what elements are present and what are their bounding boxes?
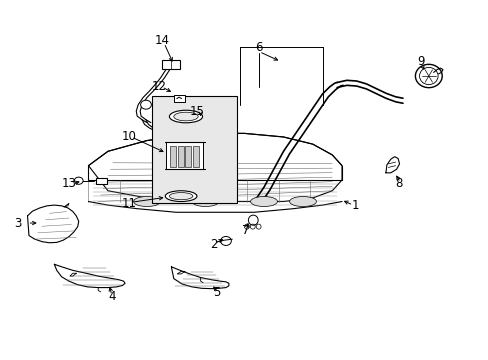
Bar (185, 145, 191, 167)
Bar (177, 145, 183, 167)
Ellipse shape (173, 112, 198, 121)
Bar (152, 96, 237, 203)
Text: 14: 14 (154, 33, 169, 47)
Ellipse shape (192, 197, 219, 207)
Ellipse shape (141, 100, 151, 109)
Text: 10: 10 (122, 130, 136, 144)
Text: 12: 12 (152, 80, 166, 93)
Text: 4: 4 (108, 290, 115, 303)
Ellipse shape (220, 237, 231, 246)
Text: 9: 9 (417, 55, 424, 68)
Ellipse shape (74, 177, 83, 184)
Bar (96, 178, 106, 184)
Text: 5: 5 (212, 287, 220, 300)
Text: 13: 13 (61, 177, 76, 190)
Bar (169, 145, 175, 167)
Text: 1: 1 (351, 199, 359, 212)
Bar (193, 145, 199, 167)
Ellipse shape (289, 197, 316, 207)
Text: 8: 8 (395, 177, 402, 190)
Ellipse shape (133, 197, 160, 207)
Ellipse shape (169, 110, 202, 123)
Bar (173, 95, 184, 102)
Ellipse shape (419, 67, 437, 85)
Text: 6: 6 (255, 41, 263, 54)
Ellipse shape (415, 64, 441, 87)
Text: 2: 2 (210, 238, 218, 251)
Text: 3: 3 (14, 216, 21, 230)
Text: 15: 15 (189, 105, 204, 118)
Ellipse shape (250, 197, 277, 207)
Ellipse shape (169, 193, 192, 200)
Bar (161, 60, 180, 69)
Text: 11: 11 (122, 197, 136, 210)
Ellipse shape (165, 191, 197, 202)
Ellipse shape (248, 215, 258, 225)
Bar (166, 142, 203, 169)
Text: 7: 7 (242, 224, 249, 237)
